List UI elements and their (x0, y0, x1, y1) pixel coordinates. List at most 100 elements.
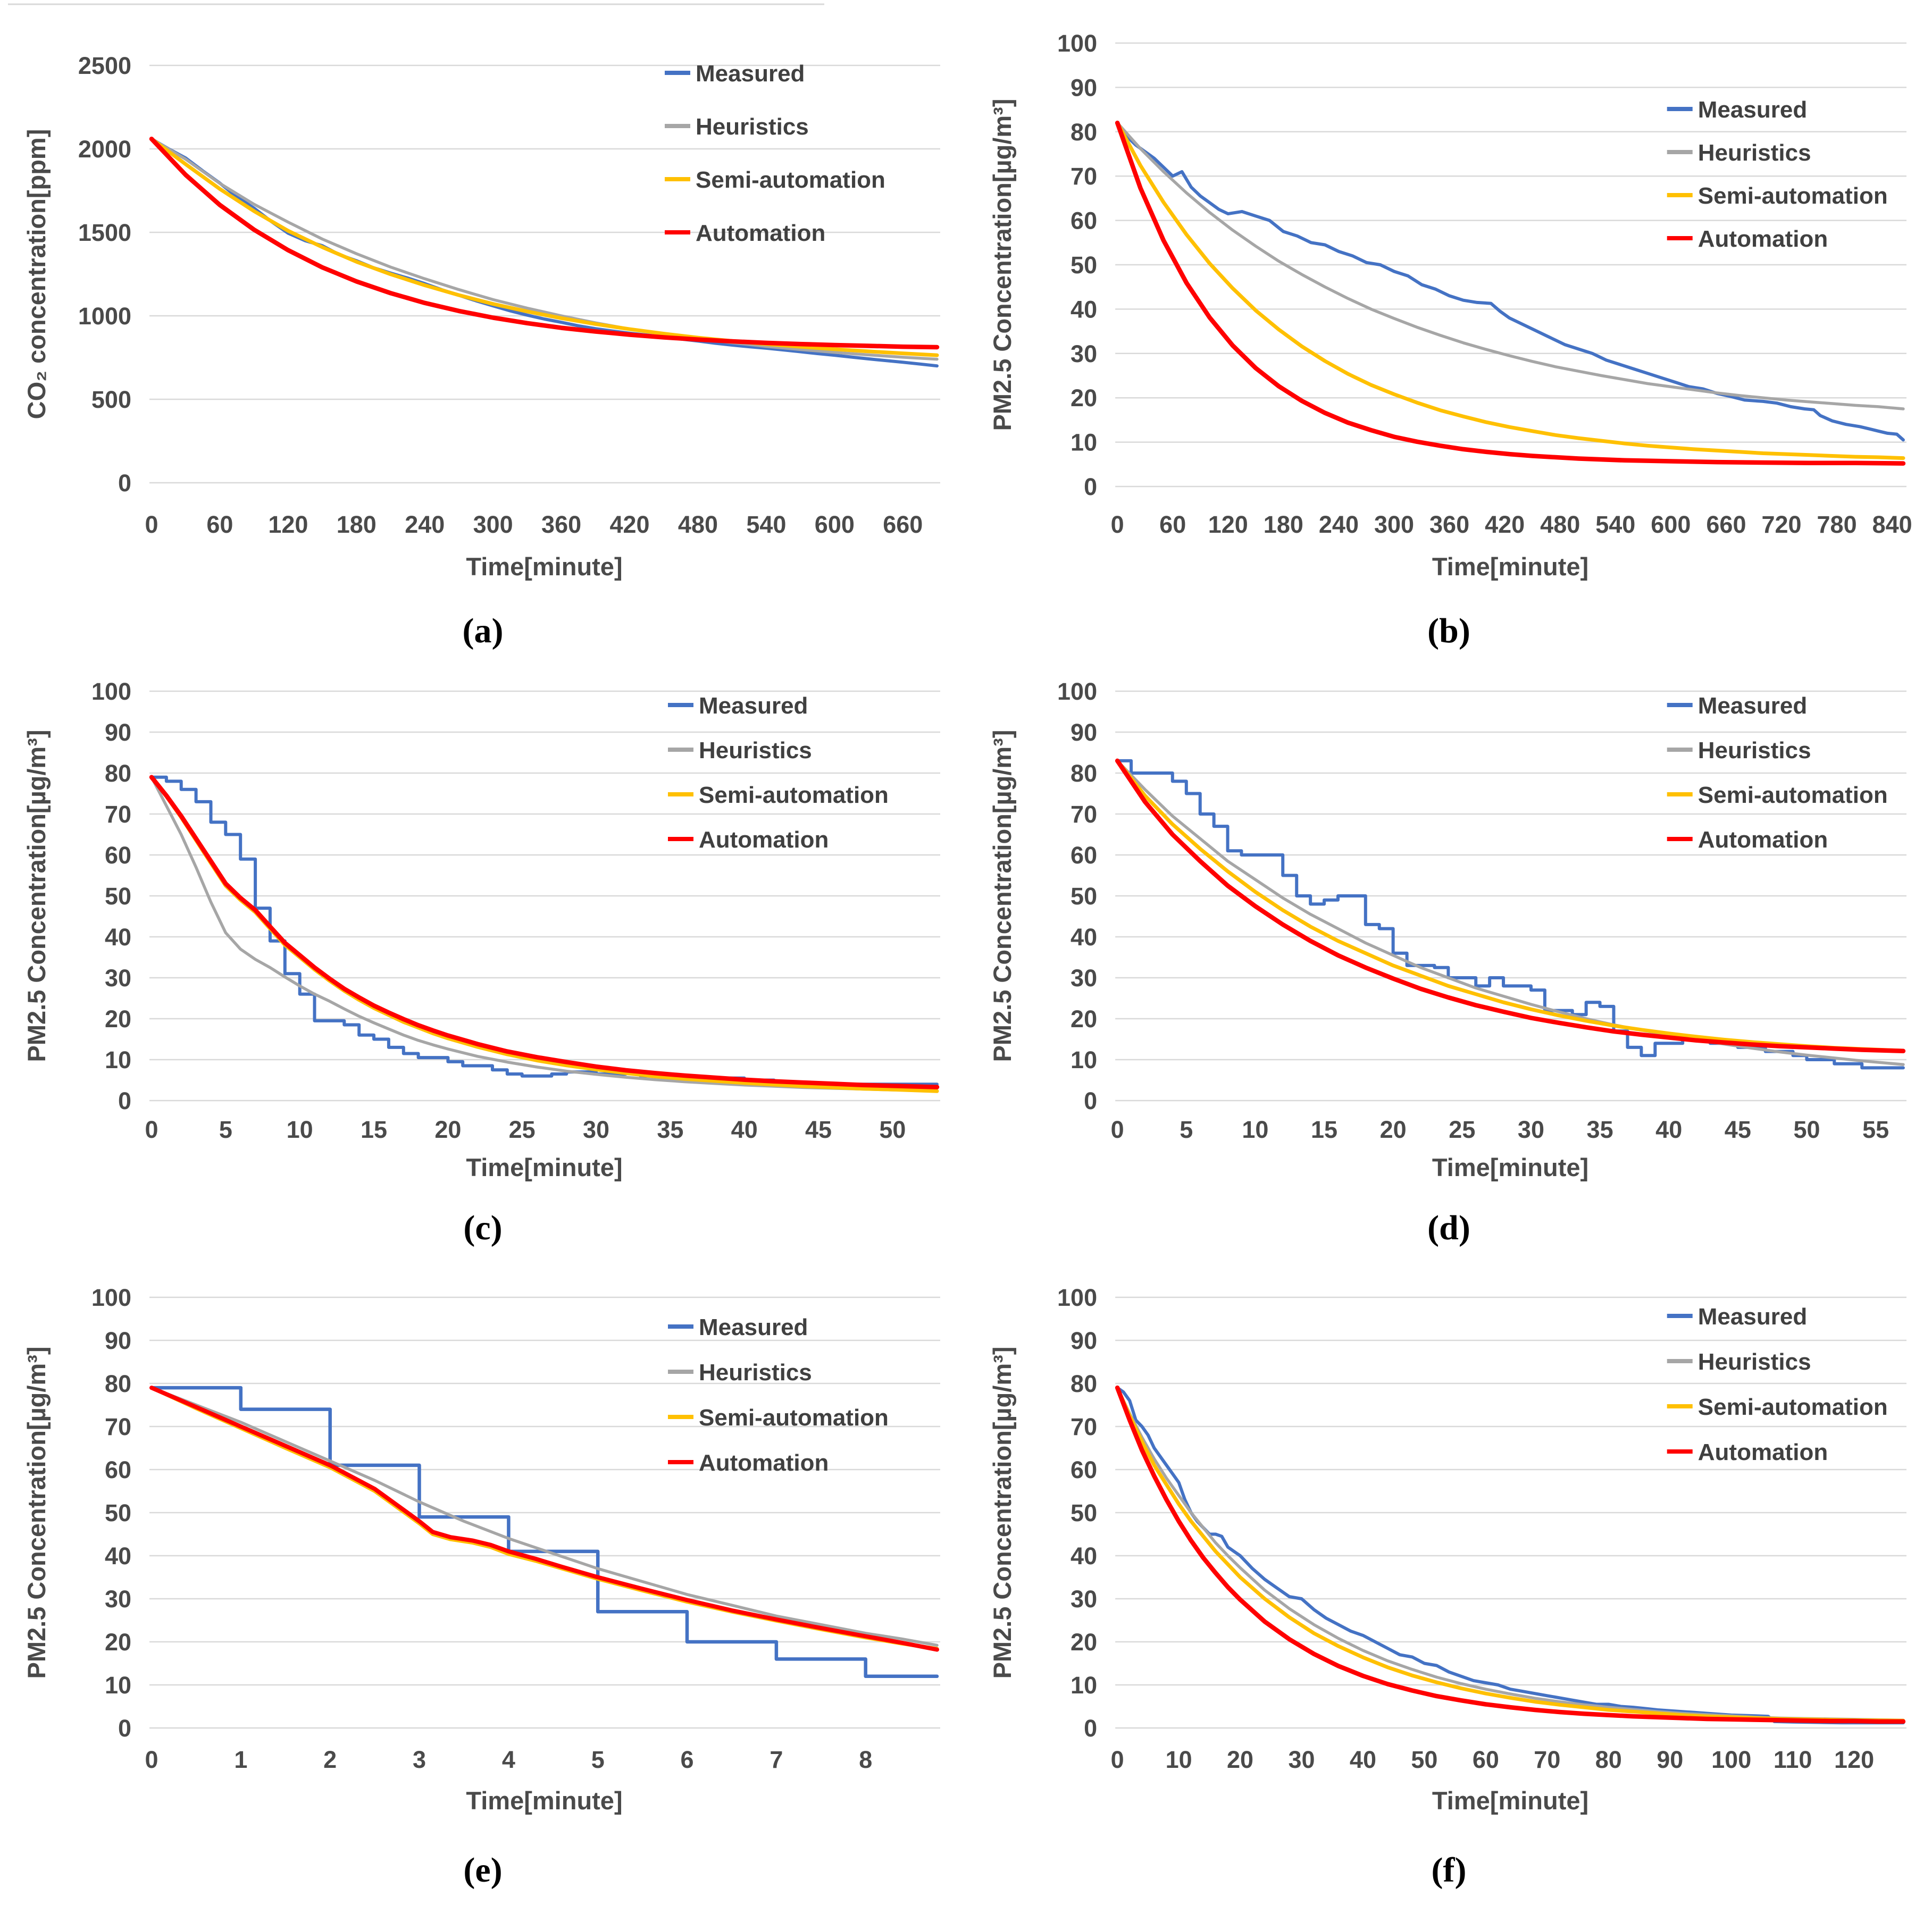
x-tick-label-480: 480 (678, 511, 718, 538)
y-tick-label-100: 100 (1057, 678, 1097, 705)
panel-c: 0 10 20 30 40 50 60 70 80 90 100 0 5 10 15 20 25 30 35 40 45… (0, 670, 966, 1276)
y-tick-label-2500: 2500 (78, 52, 131, 79)
y-tick-label-30: 30 (105, 1585, 131, 1613)
series-line-measured (149, 1386, 939, 1679)
x-tick-label-20: 20 (1227, 1746, 1253, 1773)
chart-f-svg: 0 10 20 30 40 50 60 70 80 90 100 0 10 20 30 40 50 60 70 80 9… (988, 1284, 1906, 1815)
x-tick-label-5: 5 (1180, 1116, 1193, 1143)
x-tick-label-600: 600 (1651, 511, 1691, 538)
y-tick-label-40: 40 (105, 924, 131, 951)
y-tick-label-50: 50 (105, 883, 131, 910)
x-tick-label-0: 0 (145, 1116, 158, 1143)
legend-label-measured: Measured (1698, 693, 1807, 719)
y-tick-label-0: 0 (1084, 473, 1097, 500)
x-tick-label-840: 840 (1872, 511, 1912, 538)
y-tick-label-100: 100 (91, 1284, 131, 1311)
panel-f: 0 10 20 30 40 50 60 70 80 90 100 0 10 20 30 40 50 60 70 80 9… (966, 1276, 1932, 1913)
x-tick-label-600: 600 (815, 511, 855, 538)
y-tick-label-0: 0 (1084, 1715, 1097, 1742)
x-tick-label-120: 120 (1834, 1746, 1874, 1773)
legend-item-heuristics: Heuristics (1667, 737, 1811, 763)
x-tick-label-2: 2 (323, 1746, 337, 1773)
x-tick-label-420: 420 (609, 511, 649, 538)
y-tick-label-40: 40 (1070, 296, 1097, 323)
x-tick-label-660: 660 (1706, 511, 1746, 538)
legend-item-heuristics: Heuristics (668, 737, 812, 763)
y-tick-label-90: 90 (1070, 74, 1097, 101)
y-tick-label-20: 20 (105, 1629, 131, 1656)
y-tick-label-0: 0 (118, 1715, 131, 1742)
chart-d-canvas: 0 10 20 30 40 50 60 70 80 90 100 0 5 10 15 20 25 30 35 40 45… (966, 670, 1932, 1276)
x-tick-label-5: 5 (219, 1116, 232, 1143)
y-axis-title: PM2.5 Concentration[µg/m³] (988, 730, 1016, 1062)
legend-label-semi-automation: Semi-automation (696, 167, 885, 193)
legend-label-heuristics: Heuristics (1698, 1349, 1811, 1375)
y-tick-label-60: 60 (105, 842, 131, 869)
legend-label-heuristics: Heuristics (1698, 140, 1811, 166)
legend-label-semi-automation: Semi-automation (1698, 183, 1888, 209)
legend-label-measured: Measured (1698, 97, 1807, 123)
series-line-measured (1116, 121, 1905, 442)
y-tick-label-100: 100 (1057, 30, 1097, 57)
y-tick-label-70: 70 (1070, 801, 1097, 828)
y-tick-label-90: 90 (1070, 1327, 1097, 1354)
x-tick-label-60: 60 (1159, 511, 1186, 538)
legend-label-heuristics: Heuristics (699, 1360, 812, 1386)
y-tick-label-60: 60 (1070, 1456, 1097, 1483)
x-tick-label-360: 360 (1429, 511, 1469, 538)
y-axis-title: CO₂ concentration[ppm] (22, 129, 51, 419)
chart-d-caption: (d) (1427, 1209, 1470, 1247)
legend-label-measured: Measured (699, 1314, 808, 1340)
y-tick-label-70: 70 (105, 801, 131, 828)
legend-item-semi-automation: Semi-automation (668, 782, 889, 808)
x-tick-label-5: 5 (591, 1746, 605, 1773)
x-tick-label-0: 0 (145, 511, 158, 538)
y-tick-label-1000: 1000 (78, 303, 131, 330)
chart-b-svg: 0 10 20 30 40 50 60 70 80 90 100 0 60 120 180 240 300 360… (988, 30, 1912, 581)
y-tick-label-80: 80 (1070, 119, 1097, 146)
legend-item-heuristics: Heuristics (1667, 1349, 1811, 1375)
x-tick-label-4: 4 (502, 1746, 515, 1773)
chart-e-caption: (e) (463, 1851, 503, 1890)
x-tick-label-10: 10 (1166, 1746, 1192, 1773)
legend-label-automation: Automation (699, 1450, 829, 1476)
y-tick-label-90: 90 (105, 1327, 131, 1354)
series-line-heuristics (150, 137, 939, 361)
y-axis-title: PM2.5 Concentration[µg/m³] (22, 729, 51, 1062)
x-tick-label-50: 50 (1411, 1746, 1437, 1773)
y-tick-label-60: 60 (105, 1456, 131, 1483)
legend-label-measured: Measured (699, 693, 808, 719)
panel-e: 0 10 20 30 40 50 60 70 80 90 100 0 1 2 3 4 5 6 7 8 PM2.5 Con… (0, 1276, 966, 1913)
legend-item-automation: Automation (1667, 226, 1828, 252)
x-axis-title: Time[minute] (1432, 1786, 1588, 1815)
y-tick-label-80: 80 (1070, 1370, 1097, 1397)
y-tick-label-0: 0 (118, 1087, 131, 1114)
series-line-heuristics (150, 1386, 939, 1647)
y-tick-label-0: 0 (1084, 1087, 1097, 1114)
legend-item-measured: Measured (665, 61, 805, 87)
chart-a-caption: (a) (462, 611, 504, 650)
x-tick-label-720: 720 (1761, 511, 1801, 538)
x-tick-label-7: 7 (770, 1746, 783, 1773)
x-tick-label-35: 35 (1587, 1116, 1613, 1143)
legend-item-measured: Measured (668, 693, 808, 719)
x-axis-title: Time[minute] (1432, 552, 1588, 581)
x-tick-label-0: 0 (145, 1746, 158, 1773)
x-tick-label-240: 240 (1319, 511, 1359, 538)
x-tick-label-6: 6 (681, 1746, 694, 1773)
y-tick-label-100: 100 (1057, 1284, 1097, 1311)
legend-label-heuristics: Heuristics (1698, 737, 1811, 763)
legend-item-semi-automation: Semi-automation (668, 1405, 889, 1431)
x-axis-title: Time[minute] (466, 1786, 622, 1815)
x-tick-label-45: 45 (1725, 1116, 1751, 1143)
y-tick-label-0: 0 (118, 469, 131, 497)
x-tick-label-780: 780 (1817, 511, 1857, 538)
legend-label-semi-automation: Semi-automation (1698, 782, 1888, 808)
legend-label-automation: Automation (1698, 226, 1828, 252)
legend-item-heuristics: Heuristics (665, 114, 809, 140)
y-tick-label-20: 20 (1070, 1629, 1097, 1656)
y-tick-label-1500: 1500 (78, 219, 131, 246)
x-tick-label-540: 540 (1595, 511, 1635, 538)
series-line-heuristics (150, 775, 939, 1092)
legend-label-automation: Automation (1698, 1439, 1828, 1465)
